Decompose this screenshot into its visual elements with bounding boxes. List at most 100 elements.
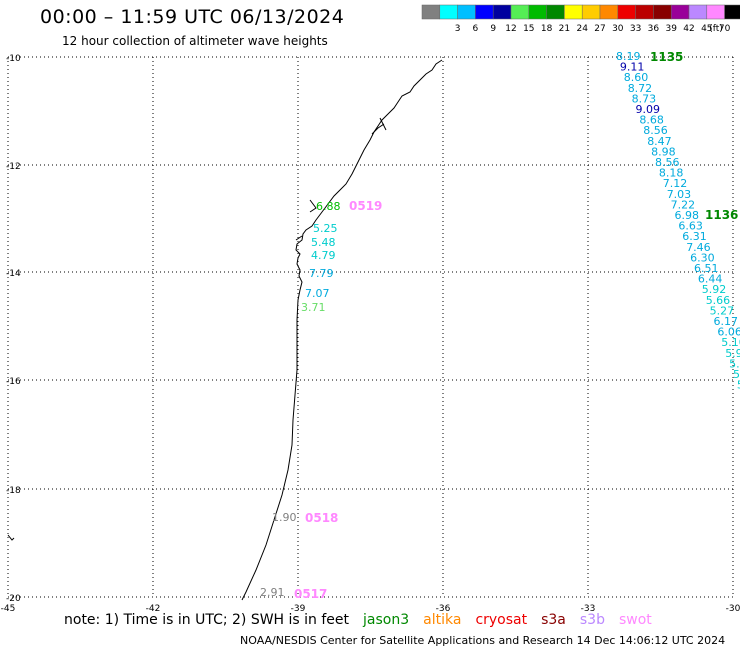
legend-swatch bbox=[688, 4, 708, 20]
satellite-track-values: 8.199.118.608.728.739.098.688.568.478.98… bbox=[616, 50, 740, 392]
track-wave-height-value: 5.3 bbox=[733, 368, 740, 381]
legend-tick-label: 36 bbox=[648, 24, 660, 34]
track-wave-height-value: 5.27 bbox=[710, 304, 735, 317]
track-wave-height-value: 8.72 bbox=[628, 82, 653, 95]
legend-swatch bbox=[706, 4, 725, 20]
wave-height-value: 2.91 bbox=[260, 586, 285, 599]
legend-tick-label: 42 bbox=[683, 24, 694, 34]
legend-tick-label: 24 bbox=[576, 24, 588, 34]
legend-tick-label: 9 bbox=[490, 24, 496, 34]
wave-height-value: 5.48 bbox=[311, 236, 336, 249]
legend-tick-label: 18 bbox=[541, 24, 553, 34]
coastline-brazil bbox=[241, 59, 443, 601]
track-wave-height-value: 6.17 bbox=[714, 315, 739, 328]
pass-number-label: 0519 bbox=[349, 199, 382, 213]
track-wave-height-value: 5.98 bbox=[725, 347, 740, 360]
latitude-label: -18 bbox=[6, 486, 21, 496]
track-wave-height-value: 5.10 bbox=[721, 336, 740, 349]
track-wave-height-value: 5.66 bbox=[706, 294, 731, 307]
longitude-label: -30 bbox=[726, 604, 740, 614]
legend-tick-label: 70 bbox=[719, 24, 731, 34]
longitude-label: -45 bbox=[1, 604, 16, 614]
track-wave-height-value: 5.04 bbox=[729, 357, 740, 370]
wave-height-value: 1.90 bbox=[272, 511, 297, 524]
color-legend: 3 6 9 12 15 18 21 24 27 30 33 36 39 42 45 70(ft) bbox=[421, 4, 740, 34]
latitude-label: -20 bbox=[6, 594, 21, 604]
legend-unit-label: (ft) bbox=[709, 24, 723, 34]
satellite-name: s3b bbox=[579, 612, 605, 628]
track-wave-height-value: 8.56 bbox=[643, 124, 668, 137]
track-wave-height-value: 8.19 bbox=[616, 50, 641, 63]
longitude-label: -39 bbox=[291, 604, 306, 614]
track-wave-height-value: 7.46 bbox=[686, 241, 711, 254]
track-wave-height-value: 6.30 bbox=[690, 251, 715, 264]
legend-swatch bbox=[475, 4, 494, 20]
latitude-label: -14 bbox=[6, 269, 21, 279]
track-wave-height-value: 6.98 bbox=[675, 209, 700, 222]
satellite-name: s3a bbox=[541, 612, 566, 628]
track-wave-height-value: 8.98 bbox=[651, 145, 676, 158]
legend-tick-label: 27 bbox=[594, 24, 605, 34]
legend-tick-label: 3 bbox=[455, 24, 461, 34]
map-axis-labels: -10 -12 -14 -16 -18 -20-45 -42 -39 -36 -33 -30 bbox=[1, 54, 740, 614]
page-subtitle: 12 hour collection of altimeter wave hei… bbox=[62, 34, 328, 48]
legend-swatch bbox=[617, 4, 636, 20]
track-wave-height-value: 7.12 bbox=[663, 177, 688, 190]
wave-height-value: 5.25 bbox=[313, 222, 338, 235]
legend-swatch bbox=[653, 4, 672, 20]
satellite-name: altika bbox=[423, 612, 462, 628]
legend-swatch bbox=[635, 4, 654, 20]
track-wave-height-value: 9.11 bbox=[620, 61, 645, 74]
longitude-label: -36 bbox=[436, 604, 451, 614]
track-wave-height-value: 6.63 bbox=[678, 220, 703, 233]
pass-number-label: 0518 bbox=[305, 511, 338, 525]
legend-swatch bbox=[528, 4, 547, 20]
latitude-label: -10 bbox=[6, 54, 21, 64]
latitude-label: -12 bbox=[6, 162, 21, 172]
legend-tick-label: 12 bbox=[505, 24, 516, 34]
wave-height-value: 3.71 bbox=[301, 301, 326, 314]
legend-swatch bbox=[546, 4, 565, 20]
legend-swatch bbox=[510, 4, 530, 20]
satellite-name: swot bbox=[618, 612, 652, 628]
credit-line: NOAA/NESDIS Center for Satellite Applica… bbox=[240, 634, 726, 647]
satellite-name: jason3 bbox=[363, 612, 410, 628]
track-wave-height-value: 8.56 bbox=[655, 156, 680, 169]
track-wave-height-value: 6.31 bbox=[682, 230, 707, 243]
wave-height-value: 7.79 bbox=[309, 267, 334, 280]
note-text: note: 1) Time is in UTC; 2) SWH is in fe… bbox=[64, 612, 350, 628]
track-wave-height-value: 6.06 bbox=[717, 326, 740, 339]
track-wave-height-value: 6.51 bbox=[694, 262, 719, 275]
track-wave-height-value: 7.22 bbox=[671, 198, 696, 211]
legend-tick-label: 33 bbox=[630, 24, 641, 34]
legend-tick-label: 45 bbox=[701, 24, 712, 34]
wave-height-value: 7.07 bbox=[305, 287, 330, 300]
wave-height-value: 4.79 bbox=[311, 249, 336, 262]
legend-swatch bbox=[457, 4, 476, 20]
satellite-pass-labels: 1135 1136 0519 0518 0517 bbox=[294, 50, 738, 601]
track-wave-height-value: 5. bbox=[737, 379, 740, 392]
coastline bbox=[7, 59, 443, 601]
legend-tick-label: 15 bbox=[523, 24, 534, 34]
legend-swatch bbox=[724, 4, 740, 20]
legend-tick-label: 6 bbox=[473, 24, 479, 34]
legend-swatch bbox=[670, 4, 690, 20]
legend-swatch bbox=[421, 4, 441, 20]
page-title: 00:00 – 11:59 UTC 06/13/2024 bbox=[40, 6, 345, 28]
track-wave-height-value: 8.60 bbox=[624, 71, 649, 84]
legend-tick-label: 30 bbox=[612, 24, 624, 34]
coastline-islands bbox=[7, 117, 387, 541]
track-wave-height-value: 6.44 bbox=[698, 273, 723, 286]
legend-tick-label: 39 bbox=[665, 24, 677, 34]
legend-swatch bbox=[564, 4, 583, 20]
satellite-legend: jason3 altika cryosat s3a s3b swot bbox=[363, 612, 666, 628]
longitude-label: -42 bbox=[146, 604, 161, 614]
legend-swatch bbox=[439, 4, 458, 20]
track-wave-height-value: 9.09 bbox=[636, 103, 661, 116]
track-wave-height-value: 8.73 bbox=[632, 92, 657, 105]
legend-swatch bbox=[599, 4, 619, 20]
track-wave-height-value: 8.18 bbox=[659, 167, 684, 180]
legend-swatch bbox=[492, 4, 512, 20]
wave-height-observations: 6.88 5.255.484.79 7.79 7.073.71 1.90 2.91 bbox=[260, 200, 341, 599]
